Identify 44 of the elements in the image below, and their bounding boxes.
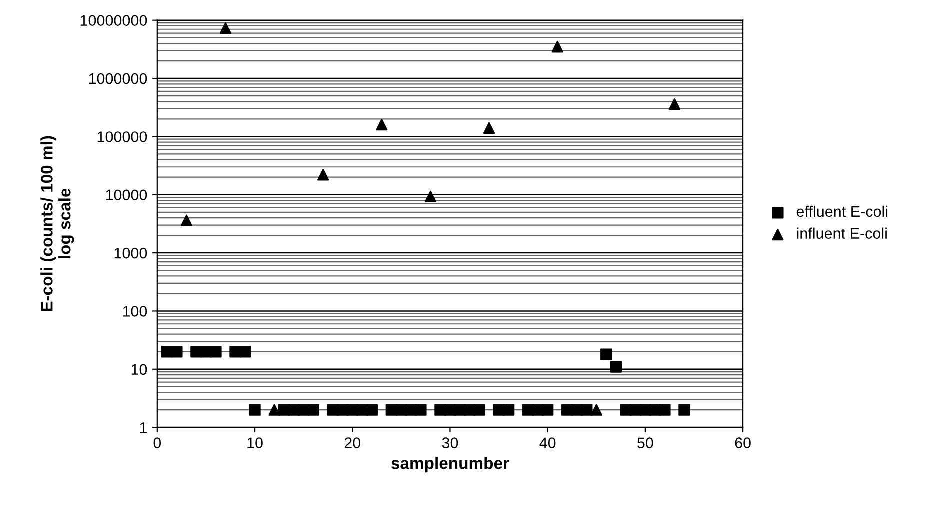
y-tick-label: 1000 [114, 248, 148, 259]
point [415, 404, 427, 416]
x-tick-label: 20 [344, 438, 361, 449]
y-tick-label: 10 [132, 364, 148, 376]
y-axis-title: E-coli (counts/ 100 ml) log scale [40, 136, 74, 312]
y-tick-label: 100 [123, 306, 148, 317]
point [581, 404, 593, 416]
point [220, 22, 232, 34]
point [376, 118, 388, 131]
y-tick-label: 1 [140, 422, 147, 434]
y-tick-label: 100000 [98, 132, 148, 142]
point [424, 190, 437, 203]
x-tick-label: 50 [638, 438, 654, 449]
x-tick-label: 60 [735, 438, 751, 449]
point [610, 361, 622, 373]
x-axis-title: samplenumber [392, 457, 510, 473]
legend-label: influent E-coli [797, 228, 887, 239]
point [318, 169, 330, 181]
point [210, 346, 222, 358]
point [668, 98, 681, 110]
point [268, 404, 280, 416]
point [600, 348, 612, 360]
x-tick-label: 40 [540, 438, 556, 449]
y-tick-label: 10000000 [80, 15, 148, 26]
y-tick-label: 10000 [106, 190, 148, 201]
point [678, 404, 690, 416]
point [483, 122, 496, 134]
point [552, 41, 564, 53]
point [502, 404, 515, 416]
point [659, 404, 671, 416]
point [366, 404, 378, 416]
point [542, 404, 554, 416]
point [474, 404, 486, 416]
point [171, 346, 183, 358]
x-tick-label: 30 [442, 438, 458, 449]
y-tick-label: 1000000 [89, 73, 148, 84]
point [590, 404, 602, 416]
point [308, 404, 320, 416]
point [249, 404, 261, 416]
x-tick-label: 10 [248, 438, 263, 449]
x-tick-label: 0 [154, 438, 162, 449]
legend-label: effluent E-coli [796, 206, 888, 218]
point [180, 214, 193, 227]
point [239, 346, 252, 358]
